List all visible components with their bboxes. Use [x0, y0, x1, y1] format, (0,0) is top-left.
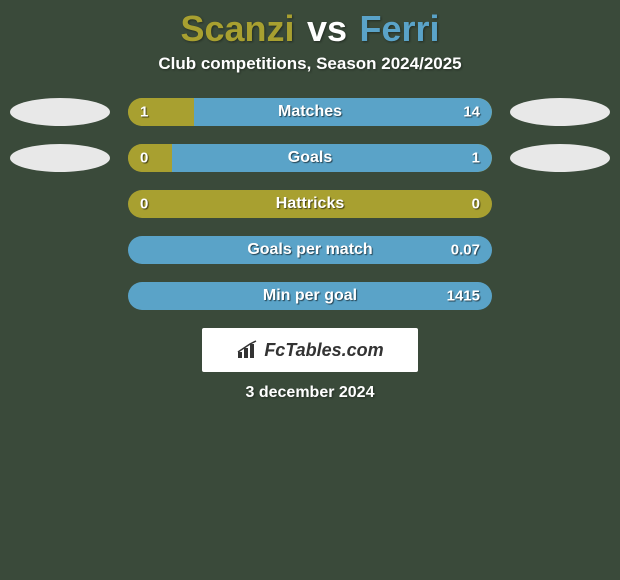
- player2-badge: [510, 144, 610, 172]
- date-label: 3 december 2024: [0, 384, 620, 402]
- stat-row: Min per goal 1415: [10, 282, 610, 310]
- stat-bar: Goals per match 0.07: [128, 236, 492, 264]
- logo-content: FcTables.com: [236, 340, 383, 361]
- player2-name: Ferri: [359, 8, 439, 49]
- logo-box: FcTables.com: [202, 328, 418, 372]
- player2-badge: [510, 98, 610, 126]
- stat-value-left: 0: [140, 150, 148, 167]
- stat-name: Min per goal: [263, 287, 357, 305]
- stat-name: Goals per match: [247, 241, 372, 259]
- stats-container: 1 Matches 14 0 Goals 1 0 Hattricks 0 Goals per ma…: [0, 98, 620, 310]
- stat-value-right: 0.07: [451, 242, 480, 259]
- subtitle: Club competitions, Season 2024/2025: [0, 54, 620, 74]
- stat-name: Goals: [288, 149, 332, 167]
- stat-value-left: 1: [140, 104, 148, 121]
- stat-value-right: 1415: [447, 288, 480, 305]
- page-title: Scanzi vs Ferri: [0, 0, 620, 54]
- vs-text: vs: [307, 8, 347, 49]
- stat-value-left: 0: [140, 196, 148, 213]
- player1-badge: [10, 98, 110, 126]
- stat-value-right: 0: [472, 196, 480, 213]
- stat-name: Matches: [278, 103, 342, 121]
- stat-row: Goals per match 0.07: [10, 236, 610, 264]
- player1-badge: [10, 144, 110, 172]
- bar-fill-right: [194, 98, 492, 126]
- bar-fill-left: [128, 98, 194, 126]
- stat-bar: 1 Matches 14: [128, 98, 492, 126]
- chart-icon: [236, 340, 260, 360]
- player1-name: Scanzi: [180, 8, 294, 49]
- logo-text: FcTables.com: [264, 340, 383, 361]
- stat-value-right: 1: [472, 150, 480, 167]
- stat-bar: 0 Goals 1: [128, 144, 492, 172]
- stat-row: 0 Goals 1: [10, 144, 610, 172]
- stat-value-right: 14: [463, 104, 480, 121]
- stat-row: 1 Matches 14: [10, 98, 610, 126]
- stat-bar: 0 Hattricks 0: [128, 190, 492, 218]
- stat-name: Hattricks: [276, 195, 344, 213]
- stat-row: 0 Hattricks 0: [10, 190, 610, 218]
- bar-fill-left: [128, 144, 172, 172]
- stat-bar: Min per goal 1415: [128, 282, 492, 310]
